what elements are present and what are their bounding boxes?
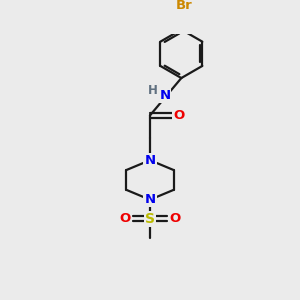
Text: N: N [144,193,156,206]
Text: O: O [169,212,181,225]
Text: S: S [145,212,155,226]
Text: N: N [159,89,170,102]
Text: O: O [173,109,184,122]
Text: H: H [148,84,158,97]
Text: Br: Br [176,0,192,12]
Text: O: O [119,212,130,225]
Text: N: N [144,154,156,167]
